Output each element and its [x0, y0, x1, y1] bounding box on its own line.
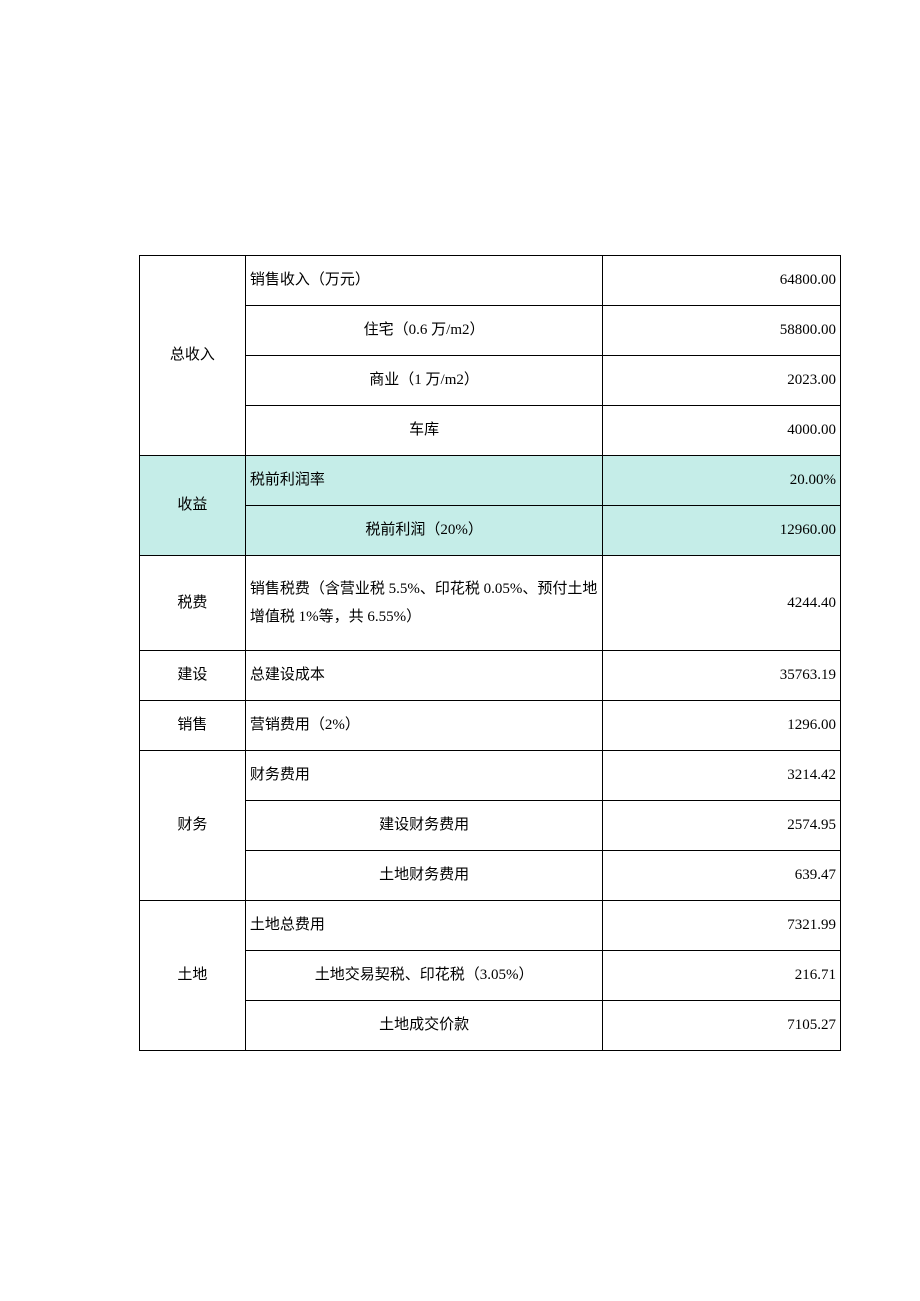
category-sales: 销售	[140, 701, 246, 751]
table-row: 车库 4000.00	[140, 406, 841, 456]
value-land-finance: 639.47	[603, 851, 841, 901]
value-pretax-profit: 12960.00	[603, 506, 841, 556]
category-finance: 财务	[140, 751, 246, 901]
value-sales-tax: 4244.40	[603, 556, 841, 651]
table-row: 销售 营销费用（2%） 1296.00	[140, 701, 841, 751]
value-land-price: 7105.27	[603, 1001, 841, 1051]
value-land-tax: 216.71	[603, 951, 841, 1001]
table-row: 建设财务费用 2574.95	[140, 801, 841, 851]
label-land-finance: 土地财务费用	[245, 851, 602, 901]
table-row: 住宅（0.6 万/m2） 58800.00	[140, 306, 841, 356]
table-row: 税费 销售税费（含营业税 5.5%、印花税 0.05%、预付土地增值税 1%等，…	[140, 556, 841, 651]
label-land-price: 土地成交价款	[245, 1001, 602, 1051]
label-pretax-profit: 税前利润（20%）	[245, 506, 602, 556]
value-garage: 4000.00	[603, 406, 841, 456]
label-build-cost: 总建设成本	[245, 651, 602, 701]
table-row: 土地交易契税、印花税（3.05%） 216.71	[140, 951, 841, 1001]
value-residential: 58800.00	[603, 306, 841, 356]
label-land-total: 土地总费用	[245, 901, 602, 951]
category-land: 土地	[140, 901, 246, 1051]
value-marketing: 1296.00	[603, 701, 841, 751]
table-row: 土地成交价款 7105.27	[140, 1001, 841, 1051]
table-row: 土地财务费用 639.47	[140, 851, 841, 901]
label-garage: 车库	[245, 406, 602, 456]
category-tax: 税费	[140, 556, 246, 651]
category-revenue: 总收入	[140, 256, 246, 456]
label-profit-rate: 税前利润率	[245, 456, 602, 506]
value-build-cost: 35763.19	[603, 651, 841, 701]
value-build-finance: 2574.95	[603, 801, 841, 851]
label-land-tax: 土地交易契税、印花税（3.05%）	[245, 951, 602, 1001]
table-row: 收益 税前利润率 20.00%	[140, 456, 841, 506]
table-row: 建设 总建设成本 35763.19	[140, 651, 841, 701]
value-profit-rate: 20.00%	[603, 456, 841, 506]
table-row: 税前利润（20%） 12960.00	[140, 506, 841, 556]
table-row: 财务 财务费用 3214.42	[140, 751, 841, 801]
label-marketing: 营销费用（2%）	[245, 701, 602, 751]
label-finance-cost: 财务费用	[245, 751, 602, 801]
value-sales-income: 64800.00	[603, 256, 841, 306]
value-land-total: 7321.99	[603, 901, 841, 951]
table-row: 总收入 销售收入（万元） 64800.00	[140, 256, 841, 306]
category-build: 建设	[140, 651, 246, 701]
value-commercial: 2023.00	[603, 356, 841, 406]
table-row: 商业（1 万/m2） 2023.00	[140, 356, 841, 406]
value-finance-cost: 3214.42	[603, 751, 841, 801]
cost-table: 总收入 销售收入（万元） 64800.00 住宅（0.6 万/m2） 58800…	[139, 255, 841, 1051]
label-sales-tax: 销售税费（含营业税 5.5%、印花税 0.05%、预付土地增值税 1%等，共 6…	[245, 556, 602, 651]
label-commercial: 商业（1 万/m2）	[245, 356, 602, 406]
label-residential: 住宅（0.6 万/m2）	[245, 306, 602, 356]
label-build-finance: 建设财务费用	[245, 801, 602, 851]
category-profit: 收益	[140, 456, 246, 556]
table-row: 土地 土地总费用 7321.99	[140, 901, 841, 951]
label-sales-income: 销售收入（万元）	[245, 256, 602, 306]
